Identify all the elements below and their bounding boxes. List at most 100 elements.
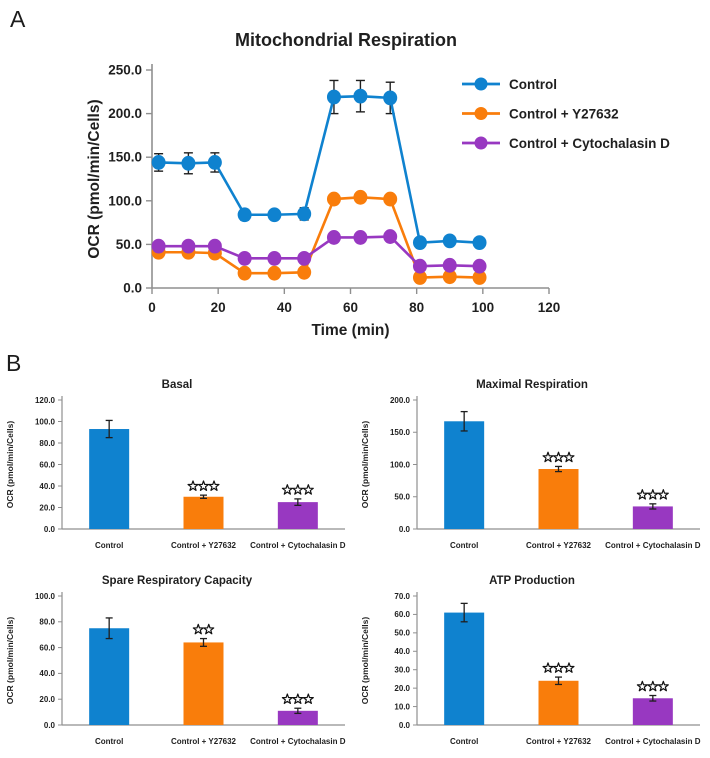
x-tick-label: 100	[472, 300, 495, 315]
significance-stars	[281, 484, 314, 495]
data-point-marker	[442, 257, 457, 273]
star-icon	[647, 489, 659, 500]
legend-item: Control	[462, 77, 557, 92]
y-tick-label: 0.0	[399, 525, 411, 534]
chart-title: Maximal Respiration	[476, 379, 588, 391]
bar-chart-grid: Basal 0.0 20.0 40.0 60.0 80.0 100.0 120.0 OCR (p…	[0, 370, 710, 758]
legend-label: Control	[509, 77, 557, 92]
y-tick-label: 60.0	[394, 610, 410, 619]
category-label: Control + Y27632	[526, 541, 592, 550]
y-tick-label: 0.0	[44, 525, 56, 534]
data-point-marker	[267, 207, 282, 223]
data-point-marker	[472, 235, 487, 251]
legend-item: Control + Cytochalasin D	[462, 136, 670, 151]
star-icon	[563, 451, 575, 463]
significance-stars	[192, 623, 215, 635]
bar-chart-atp-production: ATP Production 0.0 10.0 20.0 30.0 40.0 50.0 60.…	[360, 575, 701, 746]
bar-control-y27632	[538, 469, 579, 529]
data-point-marker	[383, 90, 398, 106]
data-point-marker	[237, 207, 252, 223]
y-axis-label: OCR (pmol/min/Cells)	[360, 421, 370, 509]
chart-title: Mitochondrial Respiration	[235, 30, 457, 50]
data-point-marker	[151, 238, 166, 254]
data-point-marker	[326, 230, 341, 245]
y-axis-label: OCR (pmol/min/Cells)	[360, 617, 370, 705]
bar-control-cytochalasin-d	[277, 710, 318, 725]
data-point-marker	[297, 264, 312, 280]
y-tick-label: 0.0	[399, 721, 411, 730]
star-icon	[203, 623, 215, 635]
star-icon	[542, 662, 554, 673]
bar-control-cytochalasin-d	[632, 506, 673, 529]
bar-chart-maximal-respiration: Maximal Respiration 0.0 50.0 100.0 150.0 200.…	[360, 379, 701, 550]
category-label: Control + Y27632	[171, 737, 237, 746]
panel-a-label: A	[10, 6, 26, 32]
y-tick-label: 120.0	[35, 396, 56, 405]
data-point-marker	[297, 206, 312, 222]
star-icon	[208, 480, 220, 491]
data-point-marker	[297, 250, 312, 266]
star-icon	[187, 480, 199, 491]
x-tick-label: 20	[211, 300, 226, 315]
y-tick-label: 40.0	[394, 647, 410, 656]
data-point-marker	[353, 88, 368, 104]
legend-marker	[474, 136, 488, 150]
data-point-marker	[207, 155, 222, 170]
y-tick-label: 250.0	[108, 63, 142, 78]
category-label: Control	[95, 737, 123, 746]
bar-control-cytochalasin-d	[277, 502, 318, 529]
y-axis-label: OCR (pmol/min/Cells)	[5, 617, 15, 705]
axes: 0.0 50.0 100.0 150.0 200.0 250.0 0 20 40 60 80 100 1…	[108, 63, 560, 316]
y-tick-label: 200.0	[390, 396, 411, 405]
data-point-marker	[472, 270, 487, 285]
y-tick-label: 100.0	[35, 417, 56, 426]
data-point-marker	[181, 238, 196, 254]
star-icon	[197, 480, 210, 491]
bar-chart-spare-respiratory-capacity: Spare Respiratory Capacity 0.0 20.0 40.0 60.…	[5, 575, 346, 746]
star-icon	[192, 623, 204, 635]
category-label: Control	[450, 541, 478, 550]
star-icon	[281, 693, 293, 705]
star-icon	[552, 451, 565, 463]
legend-marker	[474, 107, 488, 120]
legend-label: Control + Y27632	[509, 106, 619, 121]
star-icon	[302, 484, 314, 495]
x-tick-label: 0	[148, 300, 156, 315]
y-tick-label: 50.0	[116, 237, 142, 252]
x-tick-label: 60	[343, 300, 358, 315]
x-tick-label: 40	[277, 300, 292, 315]
category-label: Control + Cytochalasin D	[250, 541, 346, 550]
y-tick-label: 100.0	[108, 193, 142, 208]
y-axis-label: OCR (pmol/min/Cells)	[86, 99, 103, 258]
category-label: Control	[95, 541, 123, 550]
y-tick-label: 100.0	[35, 592, 56, 601]
y-tick-label: 80.0	[39, 439, 55, 448]
data-point-marker	[237, 265, 252, 281]
series-control	[151, 79, 487, 251]
y-tick-label: 30.0	[394, 666, 410, 675]
x-axis-label: Time (min)	[311, 322, 389, 339]
category-label: Control	[450, 737, 478, 746]
y-tick-label: 60.0	[39, 460, 55, 469]
data-point-marker	[472, 258, 487, 274]
significance-stars	[187, 480, 220, 491]
y-tick-label: 150.0	[390, 428, 411, 437]
category-label: Control + Y27632	[526, 737, 592, 746]
data-point-marker	[353, 230, 368, 245]
chart-title: ATP Production	[489, 575, 575, 587]
data-point-marker	[207, 238, 222, 254]
category-label: Control + Cytochalasin D	[605, 737, 701, 746]
bar-control	[444, 421, 485, 529]
data-point-marker	[326, 89, 341, 105]
data-point-marker	[412, 235, 427, 251]
bar-chart-basal: Basal 0.0 20.0 40.0 60.0 80.0 100.0 120.0 OCR (p…	[5, 379, 346, 550]
data-point-marker	[442, 233, 457, 249]
significance-stars	[636, 489, 669, 500]
series-control-y27632	[151, 189, 487, 285]
y-axis-label: OCR (pmol/min/Cells)	[5, 421, 15, 509]
legend: Control Control + Y27632 Control + Cytocha…	[462, 77, 670, 151]
y-tick-label: 10.0	[394, 702, 410, 711]
x-tick-label: 120	[538, 300, 561, 315]
y-tick-label: 80.0	[39, 618, 55, 627]
